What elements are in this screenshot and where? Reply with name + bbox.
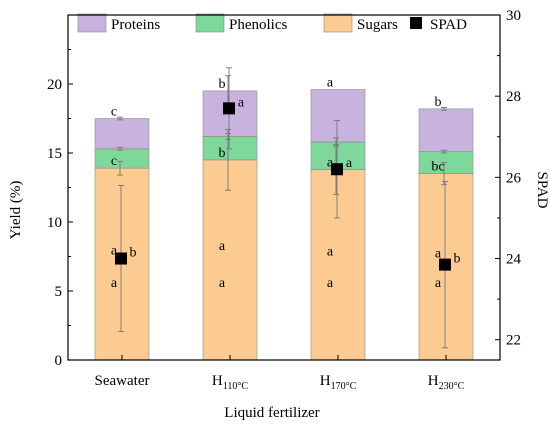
letter-spad-1: a [238,95,245,110]
x-tick-label-3: H230°C [428,373,465,392]
y-tick-label-4: 20 [47,77,62,93]
letter-phenolics-2: a [327,156,334,171]
x-tick-label-2: H170°C [320,373,357,392]
legend-marker-spad [410,17,422,29]
letter-proteins-0: c [111,105,117,120]
spad-point-0 [115,252,127,265]
legend-label-phenolics: Phenolics [229,17,287,33]
letter-proteins-2: a [327,76,334,91]
letter-sugars-lower-0: a [111,276,118,291]
letter-sugars-0: a [111,243,118,258]
legend-label-proteins: Proteins [111,17,160,33]
bar-proteins-0 [94,118,150,150]
x-axis-title: Liquid fertilizer [224,405,319,421]
y2-tick-label-1: 24 [506,252,522,268]
letter-phenolics-1: b [219,146,226,161]
letter-spad-3: b [454,252,461,267]
y2-tick-label-2: 26 [506,170,522,186]
letter-sugars-lower-3: a [435,276,442,291]
bar-proteins-2 [310,89,366,143]
bar-sugars-1 [202,159,258,361]
letter-phenolics-0: c [111,154,117,169]
y-tick-label-3: 15 [47,146,62,162]
bar-phenolics-1 [202,136,258,161]
legend-label-sugars: Sugars [357,17,398,33]
spad-point-3 [439,258,451,271]
legend-swatch-sugars [323,13,353,33]
y2-tick-label-3: 28 [506,89,521,105]
letter-sugars-lower-1: a [219,276,226,291]
y-tick-label-0: 0 [55,353,63,369]
y-tick-label-2: 10 [47,215,62,231]
bar-sugars-2 [310,169,366,361]
legend-swatch-phenolics [195,13,225,33]
legend-label-spad: SPAD [430,17,467,33]
y-tick-label-1: 5 [55,284,63,300]
letter-spad-0: b [130,246,137,261]
letter-phenolics-3: bc [431,160,444,175]
letter-sugars-lower-2: a [327,276,334,291]
y2-tick-label-0: 22 [506,333,521,349]
y2-tick-label-4: 30 [506,8,521,24]
letter-sugars-2: a [327,244,334,259]
y2-axis-title: SPAD [534,172,550,209]
legend-swatch-proteins [77,13,107,33]
bar-proteins-3 [418,108,474,152]
letter-proteins-3: b [435,95,442,110]
x-tick-label-0: Seawater [95,373,150,389]
legend: Proteins Phenolics Sugars SPAD [77,13,467,33]
letter-spad-2: a [346,156,353,171]
letter-proteins-1: b [219,77,226,92]
letter-sugars-1: a [219,239,226,254]
spad-point-2 [331,163,343,176]
bar-phenolics-0 [94,148,150,169]
spad-point-1 [223,102,235,115]
letter-sugars-3: a [435,247,442,262]
x-tick-label-1: H110°C [212,373,248,392]
y-axis-title: Yield (%) [8,181,24,240]
